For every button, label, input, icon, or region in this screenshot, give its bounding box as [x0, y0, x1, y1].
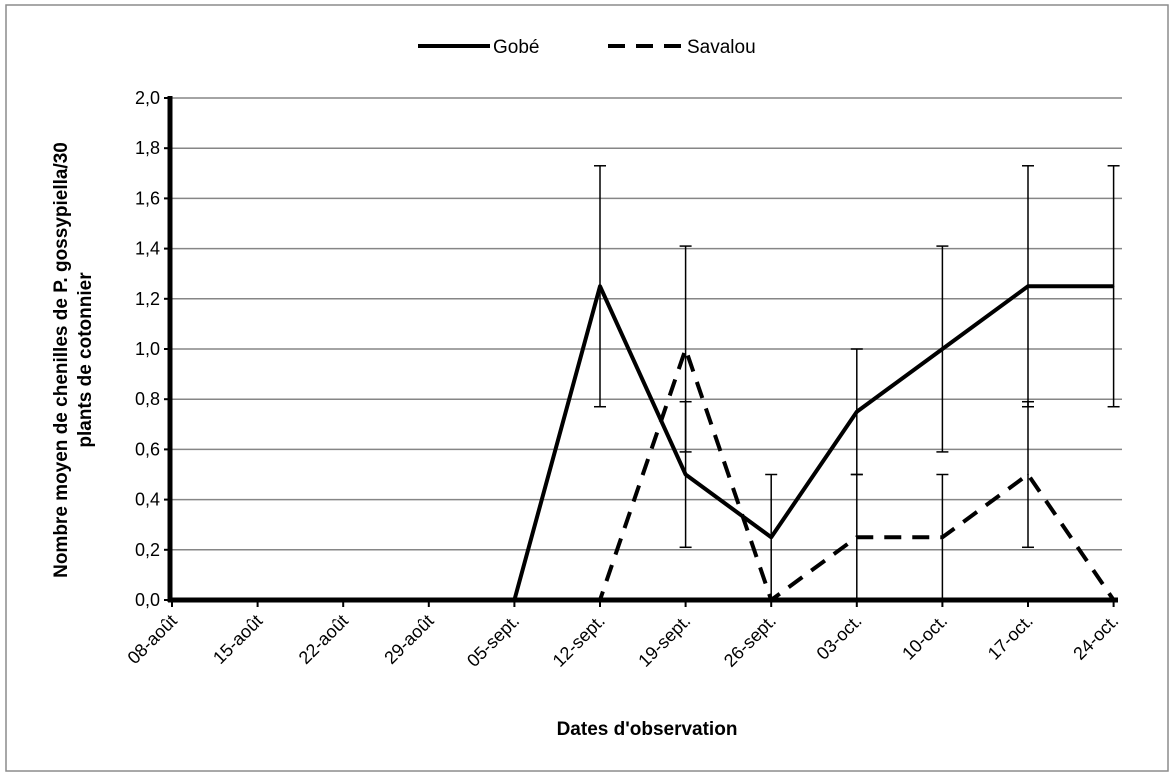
data-point	[856, 410, 858, 413]
x-axis-title: Dates d'observation	[557, 719, 738, 740]
data-point	[1027, 285, 1029, 288]
y-tick-label: 2,0	[135, 88, 160, 108]
legend-label-savalou: Savalou	[687, 37, 756, 58]
y-axis-title: Nombre moyen de chenilles de P. gossypie…	[51, 142, 96, 578]
y-tick-label: 1,6	[135, 188, 160, 208]
y-tick-label: 1,0	[135, 339, 160, 359]
data-point	[1027, 473, 1029, 476]
y-tick-label: 1,4	[135, 239, 160, 259]
data-point	[856, 536, 858, 539]
y-tick-label: 0,4	[135, 490, 160, 510]
legend-label-gobe: Gobé	[493, 37, 539, 58]
gridlines	[170, 97, 1122, 551]
data-point	[599, 285, 601, 288]
y-axis-ticks: 0,0 0,2 0,4 0,6 0,8 1,0 1,2 1,4 1,6 1,8 2,0	[135, 88, 170, 610]
data-point	[941, 536, 944, 539]
data-point	[941, 348, 944, 350]
chart-border	[5, 4, 1169, 772]
y-tick-label: 0,8	[135, 389, 160, 409]
y-tick-label: 0,0	[135, 590, 160, 610]
y-tick-label: 0,2	[135, 540, 160, 560]
data-point	[684, 473, 687, 476]
y-tick-label: 1,2	[135, 289, 160, 309]
legend: Gobé Savalou	[418, 37, 756, 58]
y-axis-title-line1: Nombre moyen de chenilles de P. gossypie…	[51, 142, 72, 578]
data-point	[684, 348, 687, 350]
data-point	[770, 536, 772, 539]
y-axis-title-line2: plants de cotonnier	[75, 272, 96, 448]
data-point	[1112, 285, 1115, 288]
y-tick-label: 1,8	[135, 138, 160, 158]
y-tick-label: 0,6	[135, 439, 160, 459]
